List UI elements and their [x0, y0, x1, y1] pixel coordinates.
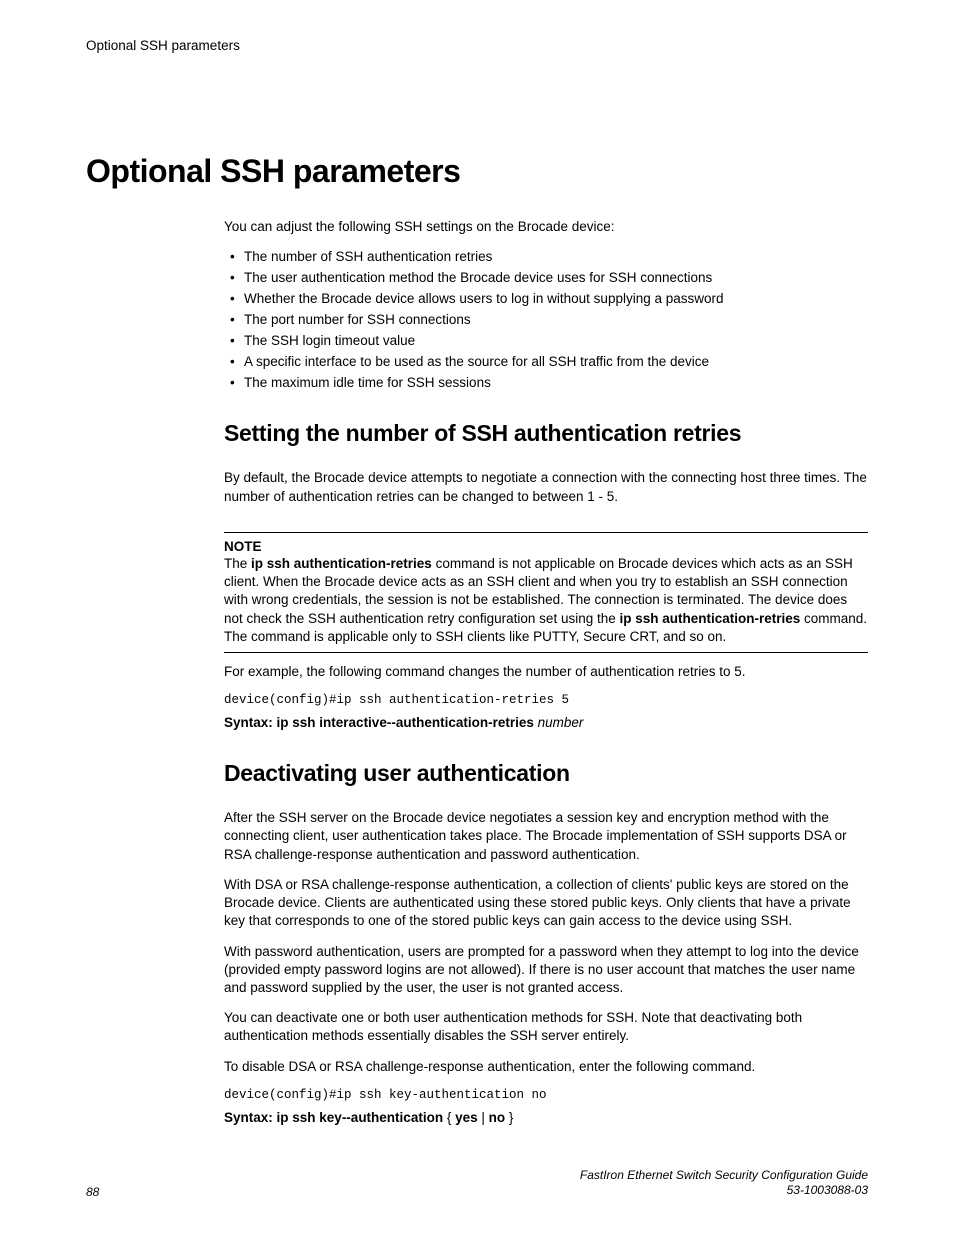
syntax-line-keyauth: Syntax: ip ssh key--authentication { yes… [224, 1110, 868, 1125]
syntax-cmd: ip ssh interactive--authentication-retri… [277, 715, 534, 730]
section2-para5: To disable DSA or RSA challenge-response… [224, 1058, 868, 1076]
note-label: NOTE [224, 539, 868, 554]
section2-para3: With password authentication, users are … [224, 943, 868, 998]
page-title: Optional SSH parameters [86, 153, 868, 190]
syntax-label: Syntax: [224, 1110, 277, 1125]
section-heading-deactivate: Deactivating user authentication [224, 760, 868, 787]
settings-list: The number of SSH authentication retries… [224, 248, 868, 392]
syntax-var: number [538, 715, 584, 730]
syntax-opt2: no [489, 1110, 506, 1125]
syntax-label: Syntax: [224, 715, 277, 730]
page-number: 88 [86, 1185, 99, 1199]
list-item: Whether the Brocade device allows users … [224, 290, 868, 309]
list-item: The port number for SSH connections [224, 311, 868, 330]
intro-paragraph: You can adjust the following SSH setting… [224, 218, 868, 236]
note-cmd1: ip ssh authentication-retries [251, 556, 432, 571]
syntax-line-retries: Syntax: ip ssh interactive--authenticati… [224, 715, 868, 730]
note-text-pre: The [224, 556, 251, 571]
note-text: The ip ssh authentication-retries comman… [224, 555, 868, 646]
note-cmd2: ip ssh authentication-retries [619, 611, 800, 626]
section2-para2: With DSA or RSA challenge-response authe… [224, 876, 868, 931]
list-item: The user authentication method the Broca… [224, 269, 868, 288]
section1-para1: By default, the Brocade device attempts … [224, 469, 868, 505]
list-item: The maximum idle time for SSH sessions [224, 374, 868, 393]
doc-title: FastIron Ethernet Switch Security Config… [580, 1168, 868, 1184]
note-block: NOTE The ip ssh authentication-retries c… [224, 532, 868, 653]
section2-para4: You can deactivate one or both user auth… [224, 1009, 868, 1045]
list-item: The number of SSH authentication retries [224, 248, 868, 267]
section1-para2: For example, the following command chang… [224, 663, 868, 681]
syntax-sep: | [478, 1110, 489, 1125]
list-item: A specific interface to be used as the s… [224, 353, 868, 372]
section-heading-retries: Setting the number of SSH authentication… [224, 420, 868, 447]
syntax-opt1: yes [455, 1110, 478, 1125]
code-block-keyauth: device(config)#ip ssh key-authentication… [224, 1088, 868, 1102]
running-header: Optional SSH parameters [86, 38, 868, 53]
doc-info: FastIron Ethernet Switch Security Config… [580, 1168, 868, 1199]
syntax-cmd: ip ssh key--authentication [277, 1110, 444, 1125]
doc-number: 53-1003088-03 [580, 1183, 868, 1199]
section2-para1: After the SSH server on the Brocade devi… [224, 809, 868, 864]
page-footer: 88 FastIron Ethernet Switch Security Con… [86, 1168, 868, 1199]
list-item: The SSH login timeout value [224, 332, 868, 351]
code-block-retries: device(config)#ip ssh authentication-ret… [224, 693, 868, 707]
